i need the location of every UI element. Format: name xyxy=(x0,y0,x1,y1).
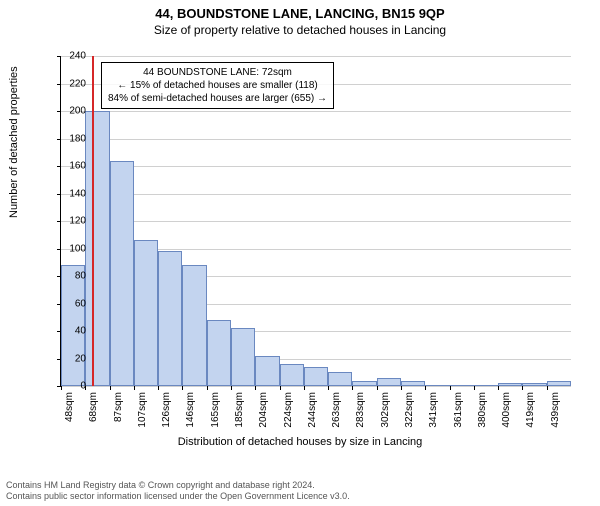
x-tick-label: 439sqm xyxy=(550,392,561,428)
x-tick-label: 146sqm xyxy=(185,392,196,428)
gridline xyxy=(61,194,571,195)
annotation-line: ← 15% of detached houses are smaller (11… xyxy=(108,79,327,92)
histogram-bar xyxy=(377,378,401,386)
x-tick-mark xyxy=(255,386,256,390)
x-tick-mark xyxy=(425,386,426,390)
histogram-bar xyxy=(498,383,522,386)
x-tick-label: 400sqm xyxy=(501,392,512,428)
x-tick-mark xyxy=(134,386,135,390)
plot-area: 48sqm68sqm87sqm107sqm126sqm146sqm165sqm1… xyxy=(60,56,571,387)
histogram-bar xyxy=(352,381,376,387)
y-tick-label: 220 xyxy=(46,78,86,89)
x-tick-label: 224sqm xyxy=(283,392,294,428)
x-tick-mark xyxy=(522,386,523,390)
footer-line-2: Contains public sector information licen… xyxy=(6,491,594,502)
gridline xyxy=(61,111,571,112)
x-tick-label: 48sqm xyxy=(64,392,75,422)
x-tick-mark xyxy=(401,386,402,390)
x-tick-mark xyxy=(110,386,111,390)
x-tick-label: 283sqm xyxy=(355,392,366,428)
histogram-bar xyxy=(85,111,109,386)
y-tick-label: 140 xyxy=(46,188,86,199)
x-tick-label: 68sqm xyxy=(88,392,99,422)
x-tick-mark xyxy=(377,386,378,390)
footer-attribution: Contains HM Land Registry data © Crown c… xyxy=(0,478,600,505)
y-tick-label: 100 xyxy=(46,243,86,254)
histogram-bar xyxy=(110,161,134,387)
y-tick-label: 240 xyxy=(46,51,86,62)
histogram-bar xyxy=(522,383,546,386)
x-tick-mark xyxy=(328,386,329,390)
x-tick-mark xyxy=(304,386,305,390)
annotation-box: 44 BOUNDSTONE LANE: 72sqm← 15% of detach… xyxy=(101,62,334,109)
histogram-bar xyxy=(255,356,279,386)
x-tick-mark xyxy=(207,386,208,390)
chart-container: Number of detached properties 48sqm68sqm… xyxy=(0,48,600,448)
histogram-bar xyxy=(280,364,304,386)
gridline xyxy=(61,386,571,387)
x-tick-label: 302sqm xyxy=(380,392,391,428)
x-tick-label: 87sqm xyxy=(113,392,124,422)
x-tick-label: 341sqm xyxy=(428,392,439,428)
histogram-bar xyxy=(207,320,231,386)
gridline xyxy=(61,221,571,222)
y-axis-label: Number of detached properties xyxy=(8,66,20,218)
gridline xyxy=(61,56,571,57)
y-tick-label: 0 xyxy=(46,381,86,392)
x-tick-mark xyxy=(158,386,159,390)
x-tick-mark xyxy=(280,386,281,390)
x-tick-label: 204sqm xyxy=(258,392,269,428)
x-tick-label: 263sqm xyxy=(331,392,342,428)
x-tick-mark xyxy=(498,386,499,390)
histogram-bar xyxy=(401,381,425,387)
marker-line xyxy=(92,56,94,386)
histogram-bar xyxy=(328,372,352,386)
annotation-line: 44 BOUNDSTONE LANE: 72sqm xyxy=(108,66,327,79)
x-tick-label: 244sqm xyxy=(307,392,318,428)
x-tick-label: 185sqm xyxy=(234,392,245,428)
x-tick-label: 419sqm xyxy=(525,392,536,428)
y-tick-label: 160 xyxy=(46,161,86,172)
x-tick-mark xyxy=(352,386,353,390)
x-tick-mark xyxy=(450,386,451,390)
y-tick-label: 40 xyxy=(46,326,86,337)
histogram-bar xyxy=(547,381,571,387)
histogram-bar xyxy=(304,367,328,386)
x-tick-mark xyxy=(231,386,232,390)
x-tick-label: 361sqm xyxy=(453,392,464,428)
y-tick-label: 80 xyxy=(46,271,86,282)
histogram-bar xyxy=(425,385,449,386)
y-tick-label: 200 xyxy=(46,106,86,117)
y-tick-label: 20 xyxy=(46,353,86,364)
footer-line-1: Contains HM Land Registry data © Crown c… xyxy=(6,480,594,491)
x-tick-label: 322sqm xyxy=(404,392,415,428)
page-subtitle: Size of property relative to detached ho… xyxy=(0,23,600,37)
y-tick-label: 120 xyxy=(46,216,86,227)
x-tick-mark xyxy=(547,386,548,390)
x-tick-mark xyxy=(182,386,183,390)
y-tick-label: 180 xyxy=(46,133,86,144)
x-tick-label: 126sqm xyxy=(161,392,172,428)
annotation-line: 84% of semi-detached houses are larger (… xyxy=(108,92,327,105)
gridline xyxy=(61,166,571,167)
histogram-bar xyxy=(474,385,498,386)
x-tick-label: 165sqm xyxy=(210,392,221,428)
histogram-bar xyxy=(134,240,158,386)
page-title: 44, BOUNDSTONE LANE, LANCING, BN15 9QP xyxy=(0,6,600,21)
gridline xyxy=(61,139,571,140)
x-tick-label: 107sqm xyxy=(137,392,148,428)
y-tick-label: 60 xyxy=(46,298,86,309)
x-tick-label: 380sqm xyxy=(477,392,488,428)
x-tick-mark xyxy=(474,386,475,390)
histogram-bar xyxy=(450,385,474,386)
x-axis-label: Distribution of detached houses by size … xyxy=(0,436,600,448)
histogram-bar xyxy=(231,328,255,386)
histogram-bar xyxy=(158,251,182,386)
histogram-bar xyxy=(182,265,206,386)
